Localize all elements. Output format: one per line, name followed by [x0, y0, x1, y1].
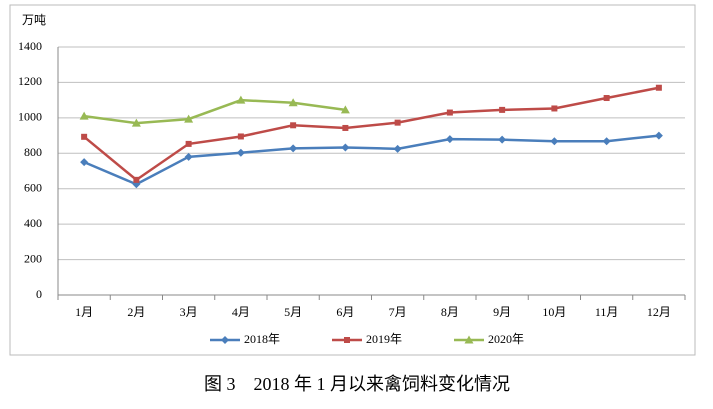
legend-marker: [344, 337, 350, 343]
point: [237, 133, 244, 140]
y-tick-label: 1400: [18, 39, 42, 53]
x-tick-label: 3月: [180, 305, 198, 319]
x-tick-label: 11月: [595, 305, 619, 319]
point: [80, 158, 89, 167]
legend-label: 2019年: [366, 332, 402, 346]
point: [79, 111, 89, 120]
x-tick-label: 2月: [127, 305, 145, 319]
x-tick-label: 6月: [336, 305, 354, 319]
point: [342, 124, 349, 131]
point: [655, 84, 662, 91]
legend-label: 2018年: [244, 332, 280, 346]
y-tick-label: 800: [24, 145, 42, 159]
point: [288, 98, 298, 107]
x-tick-label: 12月: [647, 305, 671, 319]
point: [602, 137, 611, 146]
x-tick-label: 10月: [542, 305, 566, 319]
point: [236, 95, 246, 104]
x-tick-label: 8月: [441, 305, 459, 319]
point: [550, 137, 559, 146]
point: [185, 140, 192, 147]
point: [184, 152, 193, 161]
point: [131, 118, 141, 127]
y-tick-label: 400: [24, 216, 42, 230]
series-line: [83, 134, 660, 186]
x-tick-label: 5月: [284, 305, 302, 319]
legend-marker: [221, 336, 229, 344]
point: [393, 144, 402, 153]
x-tick-label: 7月: [389, 305, 407, 319]
y-tick-label: 0: [36, 287, 42, 301]
x-tick-label: 9月: [493, 305, 511, 319]
y-tick-label: 600: [24, 180, 42, 194]
x-tick-label: 4月: [232, 305, 250, 319]
point: [341, 143, 350, 152]
y-tick-label: 200: [24, 251, 42, 265]
point: [445, 135, 454, 144]
point: [551, 105, 558, 112]
y-tick-label: 1200: [18, 74, 42, 88]
x-tick-label: 1月: [75, 305, 93, 319]
point: [289, 144, 298, 153]
point: [498, 135, 507, 144]
caption: 图 3 2018 年 1 月以来禽饲料变化情况: [204, 374, 510, 394]
point: [290, 122, 297, 129]
series-line: [83, 86, 660, 182]
y-axis-label: 万吨: [22, 13, 46, 27]
point: [394, 119, 401, 126]
chart-frame: [9, 4, 696, 356]
point: [340, 105, 350, 114]
point: [236, 148, 245, 157]
point: [654, 131, 663, 140]
point: [446, 109, 453, 116]
y-tick-label: 1000: [18, 110, 42, 124]
legend-marker: [464, 335, 474, 344]
point: [184, 114, 194, 123]
series-line: [83, 98, 346, 125]
point: [133, 176, 140, 183]
point: [81, 133, 88, 140]
point: [603, 95, 610, 102]
legend-label: 2020年: [488, 332, 524, 346]
point: [499, 106, 506, 113]
